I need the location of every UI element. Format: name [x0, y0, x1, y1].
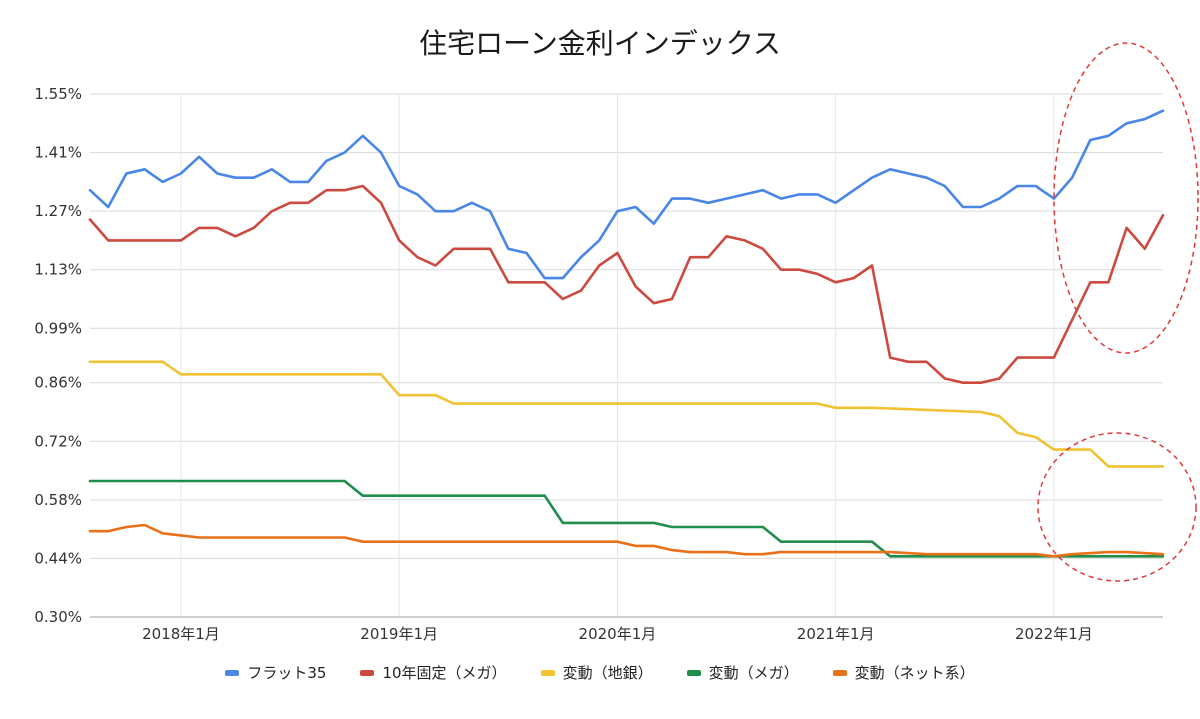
y-tick-label: 0.30%	[34, 608, 82, 626]
legend-label: 変動（メガ）	[708, 664, 799, 682]
chart-title: 住宅ローン金利インデックス	[419, 27, 781, 60]
x-axis-ticks: 2018年1月 2019年1月 2020年1月 2021年1月 2022年1月	[142, 625, 1093, 643]
y-tick-label: 0.44%	[34, 549, 82, 567]
y-axis-ticks: 1.55% 1.41% 1.27% 1.13% 0.99% 0.86% 0.72% 0.58%…	[34, 85, 82, 626]
series-line-3	[88, 479, 1165, 558]
y-tick-label: 0.86%	[34, 374, 82, 392]
legend: フラット35 10年固定（メガ） 変動（地銀） 変動（メガ） 変動（ネット系）	[0, 662, 1200, 683]
legend-item: 変動（ネット系）	[832, 662, 975, 683]
legend-label: 変動（地銀）	[562, 664, 653, 682]
legend-item: 変動（メガ）	[686, 662, 799, 683]
legend-swatch	[832, 669, 847, 676]
highlight-circle-upper	[1053, 42, 1199, 354]
legend-swatch	[225, 669, 240, 676]
x-tick-label: 2022年1月	[1015, 625, 1093, 643]
series-line-1	[88, 184, 1165, 384]
annotations	[1037, 42, 1199, 582]
series-line-0	[88, 109, 1165, 280]
legend-swatch	[540, 669, 555, 676]
legend-label: フラット35	[247, 664, 327, 682]
legend-item: フラット35	[225, 662, 326, 683]
x-tick-label: 2018年1月	[142, 625, 220, 643]
legend-label: 10年固定（メガ）	[382, 664, 507, 682]
legend-label: 変動（ネット系）	[854, 664, 975, 682]
highlight-circle-lower	[1037, 432, 1197, 582]
y-tick-label: 1.41%	[34, 144, 82, 162]
y-tick-label: 1.13%	[34, 261, 82, 279]
legend-swatch	[360, 669, 375, 676]
series-line-2	[88, 360, 1165, 468]
y-tick-label: 0.72%	[34, 432, 82, 450]
x-tick-label: 2020年1月	[579, 625, 657, 643]
x-tick-label: 2019年1月	[360, 625, 438, 643]
y-tick-label: 1.55%	[34, 85, 82, 103]
legend-swatch	[686, 669, 701, 676]
legend-item: 変動（地銀）	[540, 662, 653, 683]
y-tick-label: 0.99%	[34, 319, 82, 337]
x-tick-label: 2021年1月	[797, 625, 875, 643]
y-tick-label: 0.58%	[34, 491, 82, 509]
legend-item: 10年固定（メガ）	[360, 662, 507, 683]
series-lines	[88, 109, 1165, 558]
y-tick-label: 1.27%	[34, 202, 82, 220]
series-line-4	[88, 523, 1165, 558]
